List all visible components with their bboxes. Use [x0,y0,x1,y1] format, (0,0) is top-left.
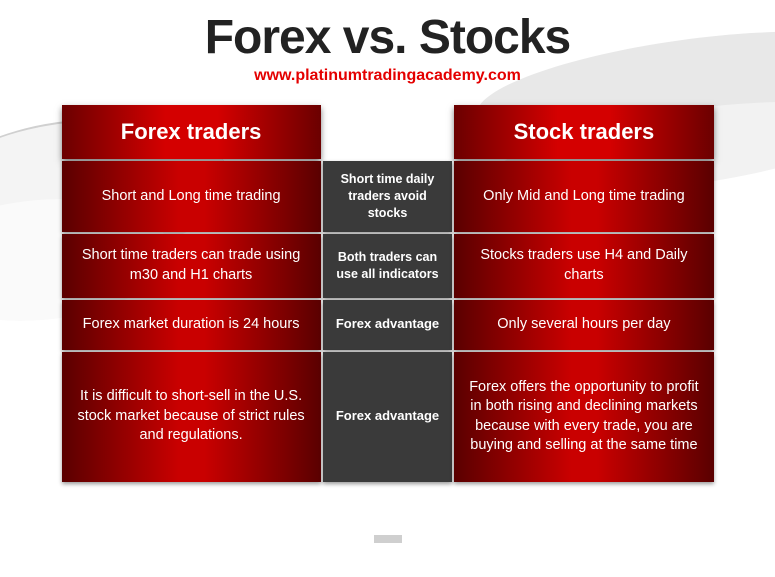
subtitle-url: www.platinumtradingacademy.com [0,67,775,85]
header-mid-empty [323,105,453,159]
forex-cell: It is difficult to short-sell in the U.S… [62,352,321,482]
table-header-row: Forex traders Stock traders [62,105,714,159]
footer-marker [374,535,402,543]
table-row: Short and Long time trading Short time d… [62,161,714,232]
header-stocks: Stock traders [454,105,713,159]
stocks-cell: Stocks traders use H4 and Daily charts [454,234,713,298]
forex-cell: Forex market duration is 24 hours [62,300,321,350]
stocks-cell: Only several hours per day [454,300,713,350]
mid-cell: Forex advantage [323,300,453,350]
content-wrapper: Forex vs. Stocks www.platinumtradingacad… [0,0,775,484]
table-row: It is difficult to short-sell in the U.S… [62,352,714,482]
forex-cell: Short time traders can trade using m30 a… [62,234,321,298]
forex-cell: Short and Long time trading [62,161,321,232]
table-row: Forex market duration is 24 hours Forex … [62,300,714,350]
mid-cell: Forex advantage [323,352,453,482]
stocks-cell: Forex offers the opportunity to profit i… [454,352,713,482]
table-row: Short time traders can trade using m30 a… [62,234,714,298]
comparison-table: Forex traders Stock traders Short and Lo… [60,103,716,484]
header-forex: Forex traders [62,105,321,159]
page-title: Forex vs. Stocks [0,10,775,65]
mid-cell: Both traders can use all indicators [323,234,453,298]
stocks-cell: Only Mid and Long time trading [454,161,713,232]
mid-cell: Short time daily traders avoid stocks [323,161,453,232]
